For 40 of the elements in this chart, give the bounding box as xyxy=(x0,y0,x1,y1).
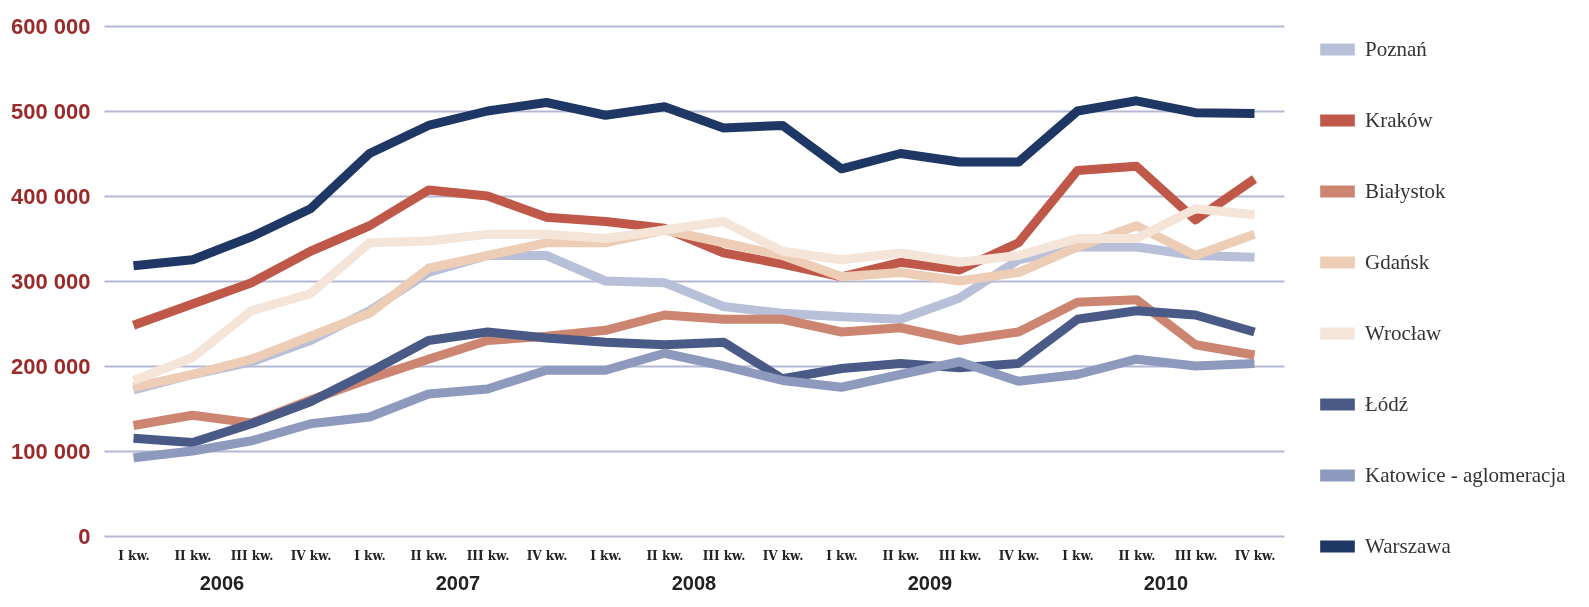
legend-label: Kraków xyxy=(1365,107,1434,132)
x-tick-label: III kw. xyxy=(938,548,982,563)
x-tick-label: I kw. xyxy=(118,548,150,563)
legend-label: Katowice - aglomeracja xyxy=(1365,462,1567,487)
legend-label: Wrocław xyxy=(1365,320,1442,345)
x-tick-label: IV kw. xyxy=(1234,548,1276,563)
legend-label: Gdańsk xyxy=(1365,249,1430,274)
x-tick-label: IV kw. xyxy=(290,548,332,563)
text: 2006 xyxy=(199,572,245,594)
x-tick-label: I kw. xyxy=(590,548,622,563)
x-tick-label: IV kw. xyxy=(526,548,568,563)
y-tick-label: 0 xyxy=(78,523,91,549)
text: 2008 xyxy=(671,572,717,594)
text: 2010 xyxy=(1143,572,1189,594)
y-tick-label: 500 000 xyxy=(10,98,91,124)
y-tick-label: 100 000 xyxy=(10,438,91,464)
x-tick-label: III kw. xyxy=(702,548,746,563)
legend-label: Warszawa xyxy=(1365,533,1452,558)
x-tick-label: IV kw. xyxy=(998,548,1040,563)
x-tick-label: III kw. xyxy=(230,548,274,563)
x-tick-label: III kw. xyxy=(1174,548,1218,563)
text: 2009 xyxy=(907,572,953,594)
legend-label: Łódź xyxy=(1365,391,1409,416)
y-tick-label: 200 000 xyxy=(10,353,91,379)
x-tick-label: II kw. xyxy=(174,548,212,563)
text: 2007 xyxy=(435,572,481,594)
y-tick-label: 300 000 xyxy=(10,268,91,294)
y-tick-label: 600 000 xyxy=(10,13,91,39)
legend-label: Białystok xyxy=(1365,178,1446,203)
x-tick-label: I kw. xyxy=(354,548,386,563)
y-tick-label: 400 000 xyxy=(10,183,91,209)
x-tick-label: IV kw. xyxy=(762,548,804,563)
x-tick-label: I kw. xyxy=(826,548,858,563)
x-tick-label: II kw. xyxy=(882,548,920,563)
x-tick-label: II kw. xyxy=(1118,548,1156,563)
x-tick-label: II kw. xyxy=(646,548,684,563)
legend-label: Poznań xyxy=(1365,36,1428,61)
x-tick-label: III kw. xyxy=(466,548,510,563)
x-tick-label: I kw. xyxy=(1062,548,1094,563)
x-tick-label: II kw. xyxy=(410,548,448,563)
